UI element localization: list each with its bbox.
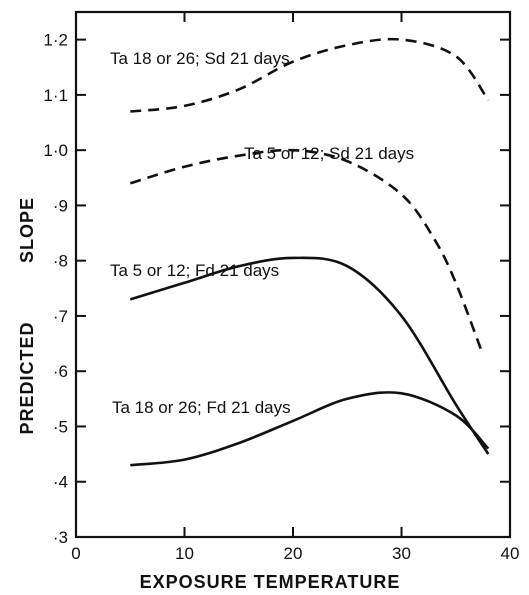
series-label-ta5-sd: Ta 5 or 12; Sd 21 days <box>244 144 414 163</box>
y-axis-title-predicted: PREDICTED <box>17 321 37 434</box>
series-line-1 <box>130 37 490 113</box>
y-tick-label: ·9 <box>53 196 68 215</box>
x-tick-label: 40 <box>501 544 520 563</box>
y-axis-title-slope: SLOPE <box>17 197 37 263</box>
x-tick-label: 10 <box>175 544 194 563</box>
series-line-4 <box>130 391 490 467</box>
series-label-ta18-fd: Ta 18 or 26; Fd 21 days <box>112 398 291 417</box>
y-tick-label: ·5 <box>53 417 68 436</box>
y-tick-label: ·8 <box>53 252 68 271</box>
y-tick-label: ·6 <box>53 362 68 381</box>
x-axis-title: EXPOSURE TEMPERATURE <box>140 572 401 592</box>
y-tick-label: 1·2 <box>43 31 68 50</box>
y-tick-label: ·4 <box>53 473 68 492</box>
y-tick-label: ·7 <box>53 307 68 326</box>
series-line-2 <box>129 148 485 356</box>
series-label-ta18-sd: Ta 18 or 26; Sd 21 days <box>110 49 290 68</box>
y-tick-label: 1·0 <box>43 141 68 160</box>
y-tick-label: 1·1 <box>43 86 68 105</box>
x-tick-label: 30 <box>392 544 411 563</box>
series-label-ta5-fd: Ta 5 or 12; Fd 21 days <box>110 261 279 280</box>
series-line-3 <box>129 256 490 455</box>
x-tick-label: 20 <box>284 544 303 563</box>
x-tick-label: 0 <box>71 544 80 563</box>
y-tick-label: ·3 <box>53 528 68 547</box>
